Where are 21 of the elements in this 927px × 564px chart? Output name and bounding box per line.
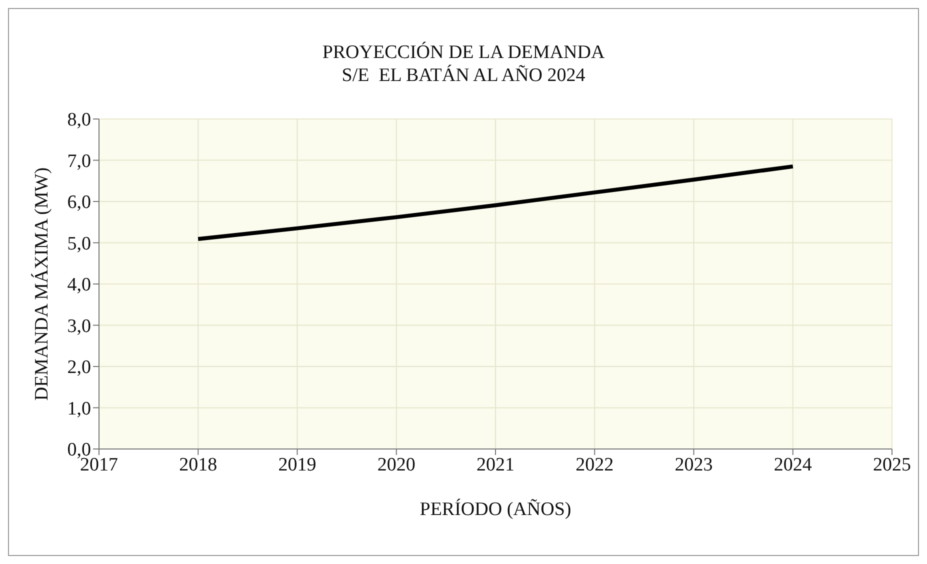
x-tick-label: 2022 — [576, 454, 614, 476]
x-tick-label: 2019 — [278, 454, 316, 476]
y-tick-label: 1,0 — [67, 398, 91, 420]
y-axis-title: DEMANDA MÁXIMA (MW) — [30, 167, 53, 401]
x-tick-label: 2021 — [476, 454, 514, 476]
y-tick-label: 2,0 — [67, 357, 91, 378]
x-tick-label: 2018 — [179, 454, 218, 476]
y-tick-label: 6,0 — [67, 192, 91, 214]
chart-title: PROYECCIÓN DE LA DEMANDA — [321, 41, 606, 64]
x-tick-label: 2024 — [774, 454, 812, 476]
x-tick-label: 2025 — [873, 454, 911, 476]
chart-subtitle: S/E EL BATÁN AL AÑO 2024 — [340, 64, 586, 87]
x-tick-label: 2023 — [674, 454, 713, 476]
y-tick-label: 3,0 — [67, 316, 91, 337]
x-tick-label: 2020 — [377, 454, 416, 476]
line-series — [196, 164, 795, 242]
y-tick-label: 7,0 — [67, 150, 91, 172]
x-axis-title: PERÍODO (AÑOS) — [420, 498, 572, 520]
y-tick-label: 4,0 — [67, 274, 91, 296]
y-tick-label: 5,0 — [67, 233, 91, 254]
y-tick-label: 8,0 — [67, 110, 91, 131]
